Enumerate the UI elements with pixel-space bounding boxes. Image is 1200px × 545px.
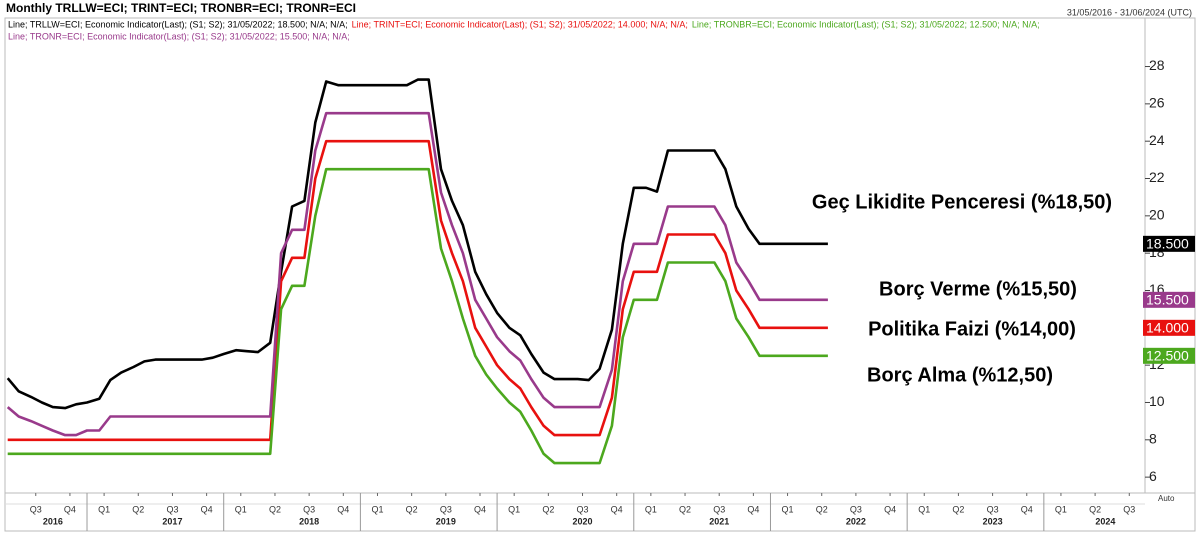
x-tick-label: Q4 xyxy=(474,504,486,514)
chart-title: Monthly TRLLW=ECI; TRINT=ECI; TRONBR=ECI… xyxy=(6,1,356,15)
legend-entry: Line; TRONBR=ECI; Economic Indicator(Las… xyxy=(692,19,1040,29)
x-tick-label: Q4 xyxy=(64,504,76,514)
last-value-label: 15.500 xyxy=(1146,292,1189,308)
x-tick-label: Q4 xyxy=(611,504,623,514)
x-tick-label: Q2 xyxy=(132,504,144,514)
x-tick-label: Q2 xyxy=(542,504,554,514)
last-value-label: 12.500 xyxy=(1146,348,1189,364)
annotation: Borç Alma (%12,50) xyxy=(867,364,1053,386)
x-tick-label: Q3 xyxy=(850,504,862,514)
last-value-label: 18.500 xyxy=(1146,236,1189,252)
legend-entry: Line; TRONR=ECI; Economic Indicator(Last… xyxy=(8,31,350,41)
x-tick-label: Q2 xyxy=(952,504,964,514)
series-line xyxy=(6,78,828,410)
year-label: 2017 xyxy=(162,516,182,526)
y-tick-label: 20 xyxy=(1149,207,1165,223)
x-tick-label: Q1 xyxy=(235,504,247,514)
legend-entry: Line; TRINT=ECI; Economic Indicator(Last… xyxy=(352,19,688,29)
year-label: 2021 xyxy=(709,516,729,526)
last-value-tag xyxy=(1143,235,1195,252)
x-tick-label: Q4 xyxy=(337,504,349,514)
annotation: Borç Verme (%15,50) xyxy=(879,278,1077,300)
x-tick-label: Q1 xyxy=(918,504,930,514)
x-tick-label: Q4 xyxy=(1021,504,1033,514)
x-tick-label: Q2 xyxy=(1089,504,1101,514)
year-label: 2024 xyxy=(1095,516,1115,526)
y-tick-label: 10 xyxy=(1149,393,1165,409)
year-label: 2022 xyxy=(846,516,866,526)
x-tick-label: Q1 xyxy=(645,504,657,514)
y-tick-label: 6 xyxy=(1149,468,1157,484)
x-tick-label: Q2 xyxy=(816,504,828,514)
x-tick-label: Q3 xyxy=(166,504,178,514)
last-value-tag xyxy=(1143,291,1195,308)
y-tick-label: 22 xyxy=(1149,169,1165,185)
x-axis-frame xyxy=(4,492,1196,532)
annotation: Politika Faizi (%14,00) xyxy=(868,318,1076,340)
x-tick-label: Q1 xyxy=(1055,504,1067,514)
x-tick-label: Q3 xyxy=(440,504,452,514)
year-label: 2023 xyxy=(983,516,1003,526)
legend-entry: Line; TRLLW=ECI; Economic Indicator(Last… xyxy=(8,19,348,29)
x-tick-label: Q3 xyxy=(303,504,315,514)
x-tick-label: Q1 xyxy=(508,504,520,514)
x-tick-label: Q3 xyxy=(30,504,42,514)
x-tick-label: Q2 xyxy=(679,504,691,514)
x-tick-label: Q1 xyxy=(371,504,383,514)
x-tick-label: Q3 xyxy=(713,504,725,514)
series-line xyxy=(6,111,828,437)
year-label: 2019 xyxy=(436,516,456,526)
y-tick-label: 26 xyxy=(1149,95,1165,111)
year-label: 2020 xyxy=(573,516,593,526)
y-tick-label: 28 xyxy=(1149,57,1165,73)
x-tick-label: Q1 xyxy=(98,504,110,514)
x-tick-label: Q2 xyxy=(269,504,281,514)
y-tick-label: 24 xyxy=(1149,132,1165,148)
x-tick-label: Q4 xyxy=(201,504,213,514)
annotation: Geç Likidite Penceresi (%18,50) xyxy=(812,191,1112,213)
year-label: 2016 xyxy=(43,516,63,526)
x-tick-label: Q3 xyxy=(987,504,999,514)
last-value-label: 14.000 xyxy=(1146,320,1189,336)
x-tick-label: Q3 xyxy=(1123,504,1135,514)
last-value-tag xyxy=(1143,347,1195,364)
year-label: 2018 xyxy=(299,516,319,526)
x-tick-label: Q3 xyxy=(577,504,589,514)
x-tick-label: Q2 xyxy=(406,504,418,514)
y-tick-label: 8 xyxy=(1149,431,1157,447)
x-tick-label: Q4 xyxy=(884,504,896,514)
scale-mode: Auto xyxy=(1158,494,1175,503)
last-value-tag xyxy=(1143,319,1195,336)
x-tick-label: Q1 xyxy=(782,504,794,514)
series-line xyxy=(7,167,828,465)
series-line xyxy=(7,139,828,442)
date-range: 31/05/2016 - 31/06/2024 (UTC) xyxy=(1067,7,1192,17)
x-tick-label: Q4 xyxy=(747,504,759,514)
